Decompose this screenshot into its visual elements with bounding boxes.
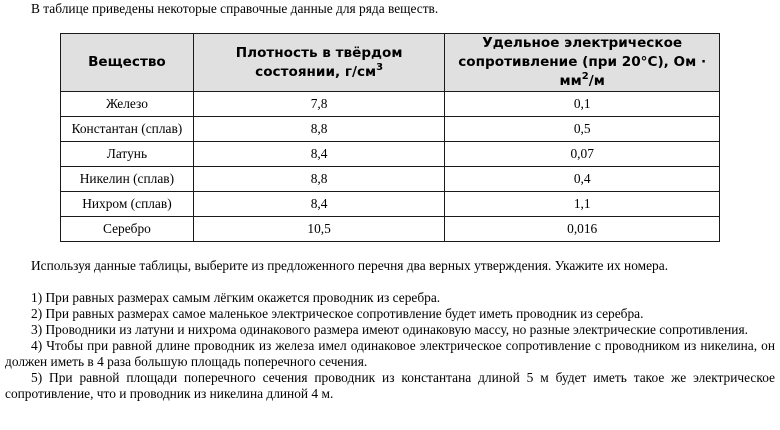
- substance-cell: Серебро: [60, 216, 194, 242]
- table-row: Латунь 8,4 0,07: [60, 141, 720, 167]
- table-row: Никелин (сплав) 8,8 0,4: [60, 166, 720, 192]
- header-resistivity: Удельное электрическое сопротивление (пр…: [444, 33, 720, 92]
- header-density-exponent: 3: [376, 61, 384, 73]
- resistivity-cell: 0,1: [444, 91, 720, 117]
- resistivity-cell: 0,016: [444, 216, 720, 242]
- table-row: Железо 7,8 0,1: [60, 91, 720, 117]
- substance-cell: Железо: [60, 91, 194, 117]
- statement-list: 1) При равных размерах самым лёгким окаж…: [5, 290, 775, 402]
- intro-text: В таблице приведены некоторые справочные…: [31, 1, 439, 16]
- reference-table: Вещество Плотность в твёрдом состоянии, …: [60, 33, 720, 242]
- table-row: Константан (сплав) 8,8 0,5: [60, 116, 720, 142]
- header-substance-label: Вещество: [88, 54, 166, 70]
- statement-1: 1) При равных размерах самым лёгким окаж…: [31, 290, 441, 305]
- density-cell: 8,4: [192, 141, 446, 167]
- statement-4: 4) Чтобы при равной длине проводник из ж…: [5, 338, 775, 369]
- header-resistivity-exponent: 2: [581, 71, 589, 82]
- header-density-label: Плотность в твёрдом состоянии, г/см: [235, 44, 403, 80]
- density-cell: 10,5: [192, 216, 446, 242]
- substance-cell: Нихром (сплав): [60, 191, 194, 217]
- density-cell: 7,8: [192, 91, 446, 117]
- resistivity-cell: 1,1: [444, 191, 720, 217]
- instruction-text: Используя данные таблицы, выберите из пр…: [31, 258, 669, 273]
- header-resistivity-unit-tail: /м: [588, 73, 605, 89]
- table-row: Серебро 10,5 0,016: [60, 216, 720, 242]
- resistivity-cell: 0,07: [444, 141, 720, 167]
- substance-cell: Латунь: [60, 141, 194, 167]
- density-cell: 8,8: [192, 166, 446, 192]
- header-resistivity-label: Удельное электрическое сопротивление (пр…: [458, 35, 707, 89]
- density-cell: 8,4: [192, 191, 446, 217]
- substance-cell: Никелин (сплав): [60, 166, 194, 192]
- substance-cell: Константан (сплав): [60, 116, 194, 142]
- statement-3: 3) Проводники из латуни и нихрома одинак…: [31, 322, 748, 337]
- statement-2: 2) При равных размерах самое маленькое э…: [31, 306, 644, 321]
- header-density: Плотность в твёрдом состоянии, г/см3: [192, 33, 446, 92]
- resistivity-cell: 0,5: [444, 116, 720, 142]
- statement-5: 5) При равной площади поперечного сечени…: [5, 370, 775, 401]
- resistivity-cell: 0,4: [444, 166, 720, 192]
- table-row: Нихром (сплав) 8,4 1,1: [60, 191, 720, 217]
- table-header-row: Вещество Плотность в твёрдом состоянии, …: [60, 33, 720, 92]
- header-substance: Вещество: [60, 33, 194, 92]
- density-cell: 8,8: [192, 116, 446, 142]
